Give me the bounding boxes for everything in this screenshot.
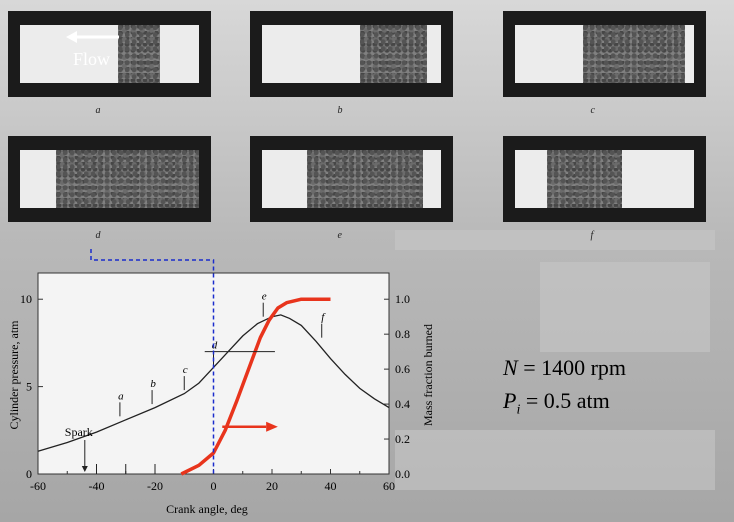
x-tick-label: 60 xyxy=(383,479,395,493)
y-tick-label: 5 xyxy=(26,380,32,394)
x-tick-label: -40 xyxy=(89,479,105,493)
pressure-chart: -60 -40 -20 0 20 40 60 0 5 10 0.0 0.2 0.4 0.6 0.8 1.0 a… xyxy=(7,249,435,516)
x-tick-label: 40 xyxy=(325,479,337,493)
dashed-reference-line xyxy=(90,249,215,474)
x-tick-label: 0 xyxy=(211,479,217,493)
y-tick-label: 0 xyxy=(26,467,32,481)
spark-arrow-icon xyxy=(81,466,88,472)
flame-photo-d xyxy=(8,136,211,222)
pressure-subscript: i xyxy=(516,402,521,418)
combustion-window xyxy=(262,25,441,83)
x-tick-label: 20 xyxy=(266,479,278,493)
flame-photo-a xyxy=(8,11,211,97)
pressure-equation: Pi = 0.5 atm xyxy=(503,388,610,418)
rpm-value: = 1400 rpm xyxy=(517,355,627,380)
combustion-window xyxy=(20,150,199,208)
rpm-equation: N = 1400 rpm xyxy=(503,355,626,381)
x-axis-label: Crank angle, deg xyxy=(166,502,248,516)
y2-tick-label: 0.2 xyxy=(395,432,410,446)
combustion-window xyxy=(20,25,199,83)
photo-label-b: b xyxy=(337,105,343,116)
y2-tick-label: 1.0 xyxy=(395,292,410,306)
event-label-c: c xyxy=(183,364,188,376)
y2-tick-label: 0.6 xyxy=(395,362,410,376)
rpm-variable: N xyxy=(503,355,518,380)
flame-photo-c xyxy=(503,11,706,97)
pressure-curve-line xyxy=(37,314,390,452)
chart-marks: a b c d e f Spark xyxy=(37,291,390,476)
photo-label-f: f xyxy=(590,230,594,241)
y2-tick-label: 0.0 xyxy=(395,467,410,481)
x-tick-label: -20 xyxy=(147,479,163,493)
flame-photo-b xyxy=(250,11,453,97)
pressure-variable: P xyxy=(503,388,517,413)
event-label-f: f xyxy=(321,312,326,324)
event-label-a: a xyxy=(118,390,124,402)
photo-label-c: c xyxy=(590,105,595,116)
y2-axis-label: Mass fraction burned xyxy=(421,324,435,426)
flame-photo-f xyxy=(503,136,706,222)
flame-front xyxy=(360,25,427,83)
flow-arrow-icon xyxy=(66,31,119,43)
red-arrow-icon xyxy=(266,421,278,432)
x-tick-label: -60 xyxy=(30,479,46,493)
flame-front xyxy=(118,25,160,83)
axis-ticks: -60 -40 -20 0 20 40 60 0 5 10 0.0 0.2 0.4 0.6 0.8 1.0 xyxy=(20,292,410,493)
y-axis-label: Cylinder pressure, atm xyxy=(7,320,21,430)
flame-front xyxy=(583,25,686,83)
flow-label: Flow xyxy=(73,49,111,69)
flame-photo-e xyxy=(250,136,453,222)
ghost-text xyxy=(395,230,715,250)
y2-tick-label: 0.4 xyxy=(395,397,410,411)
event-label-e: e xyxy=(262,291,267,303)
photo-label-d: d xyxy=(95,230,101,241)
flame-front xyxy=(547,150,623,208)
ghost-figure xyxy=(540,262,710,352)
flame-front xyxy=(55,150,199,208)
pressure-value: = 0.5 atm xyxy=(520,388,610,413)
mass-fraction-curve-line xyxy=(180,297,331,476)
combustion-window xyxy=(515,150,694,208)
combustion-window xyxy=(262,150,441,208)
ghost-caption xyxy=(395,430,715,490)
photo-label-e: e xyxy=(337,230,342,241)
combustion-window xyxy=(515,25,694,83)
flame-front xyxy=(306,150,424,208)
y2-tick-label: 0.8 xyxy=(395,327,410,341)
spark-label: Spark xyxy=(65,425,93,439)
event-label-b: b xyxy=(150,378,156,390)
event-label-d: d xyxy=(212,340,218,352)
photo-label-a: a xyxy=(95,105,101,116)
y-tick-label: 10 xyxy=(20,292,32,306)
